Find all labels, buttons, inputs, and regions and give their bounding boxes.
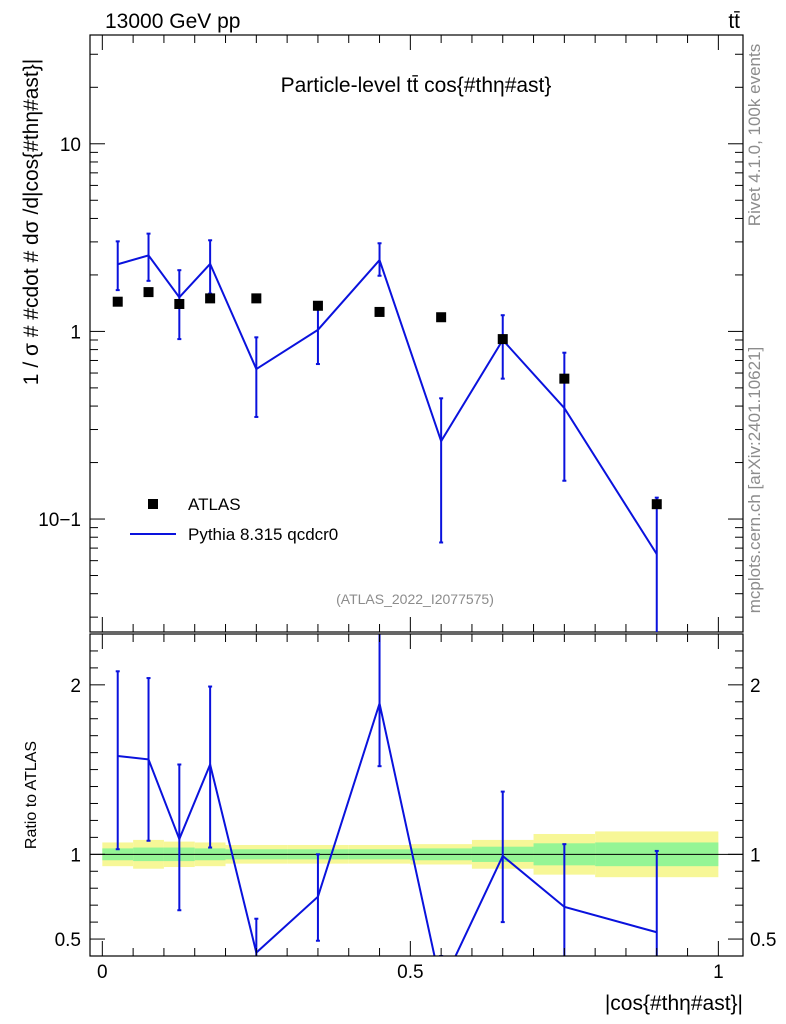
main-series [112,232,662,632]
legend-atlas-label: ATLAS [188,495,241,514]
analysis-watermark: (ATLAS_2022_I2077575) [336,591,494,607]
x-tick-label: 0 [97,962,108,983]
atlas-data-point [559,373,570,384]
main-y-tick-label: 10 [60,135,81,156]
collision-label: 13000 GeV pp [105,10,240,33]
ratio-y-tick-label-left: 2 [70,676,81,697]
atlas-data-point [374,306,385,317]
main-y-tick-label: 10−1 [38,510,81,531]
process-label: tt̄ [728,10,740,33]
ratio-y-tick-label-right: 1 [750,845,761,866]
atlas-data-point [174,298,185,309]
main-axis-ticks [90,35,743,632]
ratio-y-axis-label: Ratio to ATLAS [23,741,40,849]
atlas-data-point [143,287,154,298]
atlas-data-point [497,334,508,345]
ratio-clipped-group [115,634,659,956]
x-tick-label: 0.5 [397,962,423,983]
main-y-tick-labels: 10−1 1 10 [38,135,81,531]
ratio-y-tick-label-left: 0.5 [55,930,81,951]
atlas-data-point [251,293,262,304]
atlas-data-point [312,300,323,311]
ratio-series [115,634,659,956]
ratio-frame [89,633,744,957]
ratio-y-tick-label-right: 0.5 [750,930,776,951]
ratio-y-tick-label-right: 2 [750,676,761,697]
legend: ATLAS Pythia 8.315 qcdcr0 [130,495,338,544]
main-panel: 10−1 1 10 Particle-level tt̄ cos{#thη#ast}… [20,34,744,633]
main-title: Particle-level tt̄ cos{#thη#ast} [281,74,552,97]
atlas-data-point [205,293,216,304]
main-y-tick-label: 1 [70,322,81,343]
ratio-tick-labels: 0.5 0.5 1 1 2 2 0 0.5 1 [55,676,777,983]
atlas-data-point [651,499,662,510]
legend-pythia-label: Pythia 8.315 qcdcr0 [188,525,338,544]
x-axis-label: |cos{#thη#ast}| [605,992,743,1015]
ratio-y-tick-label-left: 1 [70,845,81,866]
atlas-data-point [436,312,447,323]
rivet-version-label: Rivet 4.1.0, 100k events [745,44,764,226]
x-tick-label: 1 [713,962,724,983]
ratio-axis-ticks [90,633,743,957]
atlas-data-point [112,296,123,307]
mcplots-label: mcplots.cern.ch [arXiv:2401.10621] [745,347,764,613]
main-y-axis-label: 1 / σ # #cdot # dσ /d|cos{#thη#ast}| [20,59,43,385]
main-frame [89,34,744,633]
ratio-panel: 0.5 0.5 1 1 2 2 0 0.5 1 Ratio to ATLAS |cos{#thη… [23,633,777,1015]
legend-atlas-marker [148,499,158,509]
